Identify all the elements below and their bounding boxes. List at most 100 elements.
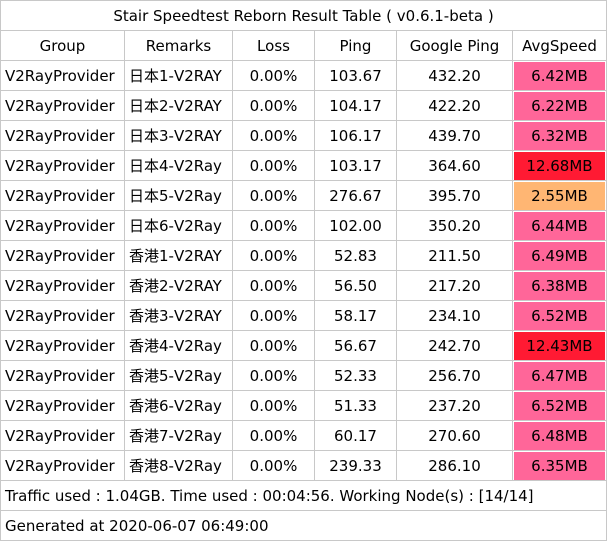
remarks-cell: 香港8-V2Ray: [124, 450, 233, 481]
avg-speed-cell: 6.47MB: [512, 360, 607, 391]
loss-cell: 0.00%: [232, 450, 315, 481]
remarks-cell: 香港4-V2Ray: [124, 330, 233, 361]
avg-speed-value: 6.42MB: [514, 61, 605, 90]
table-row: V2RayProvider 香港6-V2Ray 0.00% 51.33 237.20 6.…: [0, 390, 607, 421]
google-ping-cell: 237.20: [396, 390, 513, 421]
group-cell: V2RayProvider: [0, 120, 125, 151]
ping-cell: 56.67: [314, 330, 397, 361]
table-row: V2RayProvider 香港5-V2Ray 0.00% 52.33 256.70 6.…: [0, 360, 607, 391]
ping-cell: 52.33: [314, 360, 397, 391]
table-row: V2RayProvider 日本2-V2RAY 0.00% 104.17 422.20 6…: [0, 90, 607, 121]
remarks-cell: 日本1-V2RAY: [124, 60, 233, 91]
group-cell: V2RayProvider: [0, 330, 125, 361]
generated-timestamp: Generated at 2020-06-07 06:49:00: [0, 510, 607, 541]
google-ping-cell: 364.60: [396, 150, 513, 181]
ping-cell: 103.17: [314, 150, 397, 181]
group-cell: V2RayProvider: [0, 450, 125, 481]
remarks-cell: 香港1-V2RAY: [124, 240, 233, 271]
ping-cell: 52.83: [314, 240, 397, 271]
avg-speed-value: 12.68MB: [514, 151, 605, 180]
remarks-cell: 日本4-V2Ray: [124, 150, 233, 181]
table-row: V2RayProvider 香港7-V2Ray 0.00% 60.17 270.60 6.…: [0, 420, 607, 451]
avg-speed-cell: 12.68MB: [512, 150, 607, 181]
loss-cell: 0.00%: [232, 120, 315, 151]
avg-speed-value: 6.35MB: [514, 451, 605, 480]
avg-speed-value: 6.52MB: [514, 301, 605, 330]
avg-speed-value: 6.44MB: [514, 211, 605, 240]
avg-speed-cell: 6.32MB: [512, 120, 607, 151]
group-cell: V2RayProvider: [0, 420, 125, 451]
group-cell: V2RayProvider: [0, 240, 125, 271]
loss-cell: 0.00%: [232, 270, 315, 301]
table-row: V2RayProvider 日本6-V2Ray 0.00% 102.00 350.20 6…: [0, 210, 607, 241]
remarks-cell: 日本6-V2Ray: [124, 210, 233, 241]
loss-cell: 0.00%: [232, 420, 315, 451]
avg-speed-cell: 6.22MB: [512, 90, 607, 121]
google-ping-cell: 432.20: [396, 60, 513, 91]
header-remarks: Remarks: [124, 30, 233, 61]
group-cell: V2RayProvider: [0, 90, 125, 121]
google-ping-cell: 286.10: [396, 450, 513, 481]
ping-cell: 106.17: [314, 120, 397, 151]
google-ping-cell: 242.70: [396, 330, 513, 361]
group-cell: V2RayProvider: [0, 360, 125, 391]
loss-cell: 0.00%: [232, 300, 315, 331]
google-ping-cell: 395.70: [396, 180, 513, 211]
loss-cell: 0.00%: [232, 330, 315, 361]
table-row: V2RayProvider 香港4-V2Ray 0.00% 56.67 242.70 12…: [0, 330, 607, 361]
table-title: Stair Speedtest Reborn Result Table ( v0…: [0, 0, 607, 31]
loss-cell: 0.00%: [232, 360, 315, 391]
ping-cell: 276.67: [314, 180, 397, 211]
google-ping-cell: 234.10: [396, 300, 513, 331]
loss-cell: 0.00%: [232, 90, 315, 121]
remarks-cell: 日本5-V2Ray: [124, 180, 233, 211]
remarks-cell: 香港2-V2RAY: [124, 270, 233, 301]
avg-speed-cell: 6.49MB: [512, 240, 607, 271]
table-row: V2RayProvider 香港1-V2RAY 0.00% 52.83 211.50 6.…: [0, 240, 607, 271]
table-row: V2RayProvider 香港8-V2Ray 0.00% 239.33 286.10 6…: [0, 450, 607, 481]
remarks-cell: 香港7-V2Ray: [124, 420, 233, 451]
loss-cell: 0.00%: [232, 180, 315, 211]
avg-speed-value: 12.43MB: [514, 331, 605, 360]
loss-cell: 0.00%: [232, 390, 315, 421]
header-loss: Loss: [232, 30, 315, 61]
header-google-ping: Google Ping: [396, 30, 513, 61]
avg-speed-cell: 2.55MB: [512, 180, 607, 211]
google-ping-cell: 256.70: [396, 360, 513, 391]
google-ping-cell: 217.20: [396, 270, 513, 301]
avg-speed-value: 6.48MB: [514, 421, 605, 450]
google-ping-cell: 211.50: [396, 240, 513, 271]
ping-cell: 51.33: [314, 390, 397, 421]
google-ping-cell: 422.20: [396, 90, 513, 121]
avg-speed-cell: 6.52MB: [512, 390, 607, 421]
ping-cell: 239.33: [314, 450, 397, 481]
ping-cell: 104.17: [314, 90, 397, 121]
ping-cell: 56.50: [314, 270, 397, 301]
remarks-cell: 日本2-V2RAY: [124, 90, 233, 121]
avg-speed-value: 6.32MB: [514, 121, 605, 150]
remarks-cell: 香港5-V2Ray: [124, 360, 233, 391]
table-row: V2RayProvider 香港2-V2RAY 0.00% 56.50 217.20 6.…: [0, 270, 607, 301]
table-row: V2RayProvider 日本1-V2RAY 0.00% 103.67 432.20 6…: [0, 60, 607, 91]
header-group: Group: [0, 30, 125, 61]
group-cell: V2RayProvider: [0, 180, 125, 211]
table-row: V2RayProvider 日本5-V2Ray 0.00% 276.67 395.70 2…: [0, 180, 607, 211]
remarks-cell: 香港6-V2Ray: [124, 390, 233, 421]
table-row: V2RayProvider 日本3-V2RAY 0.00% 106.17 439.70 6…: [0, 120, 607, 151]
table-row: V2RayProvider 香港3-V2RAY 0.00% 58.17 234.10 6.…: [0, 300, 607, 331]
header-row: Group Remarks Loss Ping Google Ping AvgS…: [0, 30, 607, 61]
avg-speed-cell: 6.44MB: [512, 210, 607, 241]
avg-speed-value: 6.22MB: [514, 91, 605, 120]
avg-speed-value: 2.55MB: [514, 181, 605, 210]
loss-cell: 0.00%: [232, 210, 315, 241]
avg-speed-value: 6.52MB: [514, 391, 605, 420]
avg-speed-value: 6.38MB: [514, 271, 605, 300]
google-ping-cell: 350.20: [396, 210, 513, 241]
avg-speed-cell: 6.48MB: [512, 420, 607, 451]
avg-speed-cell: 6.35MB: [512, 450, 607, 481]
avg-speed-value: 6.47MB: [514, 361, 605, 390]
remarks-cell: 香港3-V2RAY: [124, 300, 233, 331]
group-cell: V2RayProvider: [0, 390, 125, 421]
